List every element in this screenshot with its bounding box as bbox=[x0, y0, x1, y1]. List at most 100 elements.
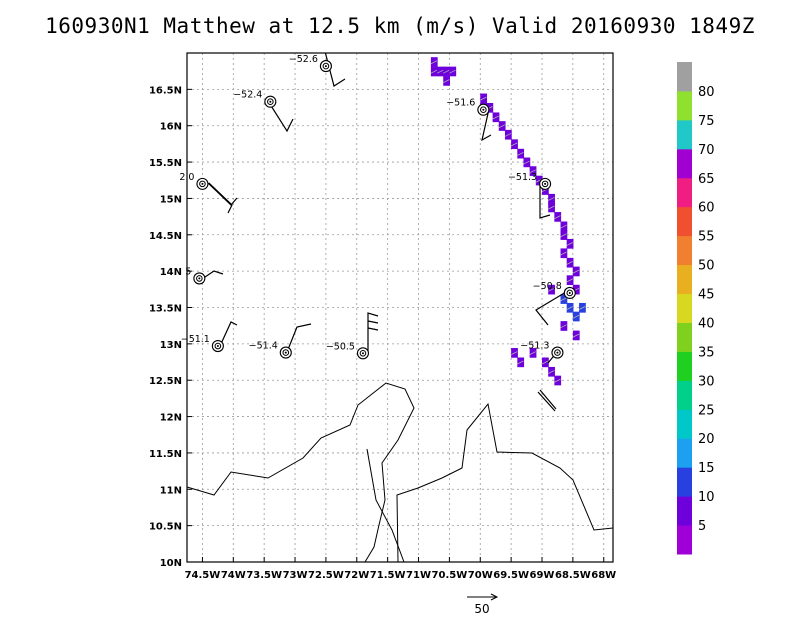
wind-vector bbox=[436, 69, 444, 74]
x-tick-label: 69.5W bbox=[493, 570, 529, 581]
station-label: −51.6 bbox=[446, 98, 475, 109]
y-tick-label: 14.5N bbox=[149, 231, 182, 242]
colorbar: 5 10 15 20 25 30 35 40 45 50 55 60 65 70 75 80 bbox=[677, 62, 715, 555]
wind-vector bbox=[560, 297, 567, 302]
station-dot bbox=[216, 345, 219, 348]
wind-vector bbox=[548, 287, 555, 292]
station-inner-ring bbox=[196, 275, 203, 282]
colorbar-tick-label: 70 bbox=[698, 143, 715, 158]
wind-vector bbox=[523, 160, 530, 165]
station-dot bbox=[568, 291, 571, 294]
colorbar-swatch bbox=[677, 467, 692, 497]
y-tick-label: 11.5N bbox=[149, 449, 182, 460]
wind-vector bbox=[498, 124, 506, 129]
wind-vector bbox=[560, 251, 567, 256]
station-label: −51.3 bbox=[508, 172, 537, 183]
colorbar-tick-label: 75 bbox=[698, 114, 715, 129]
station-dot bbox=[284, 351, 287, 354]
colorbar-tick-label: 55 bbox=[698, 230, 715, 245]
wind-vector bbox=[548, 197, 555, 201]
station-inner-ring bbox=[541, 180, 549, 188]
colorbar-swatch bbox=[677, 90, 692, 121]
station-inner-ring bbox=[214, 342, 222, 350]
chart-title: 160930N1 Matthew at 12.5 km (m/s) Valid … bbox=[45, 14, 755, 38]
x-tick-label: 68W bbox=[591, 570, 616, 581]
y-tick-label: 10.5N bbox=[149, 522, 182, 533]
wind-vector bbox=[529, 351, 536, 355]
colorbar-swatch bbox=[677, 119, 692, 150]
station-inner-ring bbox=[480, 106, 487, 114]
wind-vector bbox=[548, 370, 555, 374]
station-inner-ring bbox=[282, 349, 290, 356]
station-label: −50.8 bbox=[533, 281, 562, 292]
y-tick-label: 13.5N bbox=[149, 304, 182, 315]
wind-barb bbox=[201, 53, 567, 412]
colorbar-swatch bbox=[677, 322, 692, 352]
station-label: −52.6 bbox=[289, 54, 318, 65]
wind-vector bbox=[566, 306, 573, 310]
station-markers: −52.6−52.42.05−51.1−51.4 −50.5−51.6−51.3−… bbox=[179, 54, 576, 360]
wind-vector bbox=[517, 151, 524, 156]
grid-lines bbox=[187, 53, 613, 563]
y-tick-label: 12N bbox=[160, 413, 182, 424]
x-tick-label: 74.5W bbox=[185, 570, 221, 581]
wind-vector bbox=[430, 60, 438, 65]
y-tick-label: 16N bbox=[160, 122, 182, 133]
reference-vector: 50 bbox=[467, 593, 499, 616]
wind-vector bbox=[443, 79, 450, 83]
colorbar-tick-label: 20 bbox=[698, 432, 715, 447]
wind-vector bbox=[566, 261, 573, 265]
wind-vector bbox=[560, 233, 567, 238]
wind-vector bbox=[492, 115, 499, 120]
colorbar-tick-label: 30 bbox=[698, 374, 715, 389]
wind-vector bbox=[560, 224, 567, 229]
wind-vector bbox=[572, 269, 580, 274]
reference-vector-label: 50 bbox=[474, 602, 489, 616]
colorbar-swatch bbox=[677, 409, 692, 439]
colorbar-swatch bbox=[677, 148, 692, 179]
axis-ticks: 74.5W 74W 73.5W 73W 72.5W 72W 71.5W 71W 70.5W 70W… bbox=[149, 85, 616, 581]
wind-vector bbox=[554, 215, 561, 219]
y-tick-label: 15N bbox=[160, 194, 182, 205]
colorbar-tick-label: 80 bbox=[698, 85, 715, 100]
station-label: −51.4 bbox=[249, 341, 278, 352]
colorbar-tick-label: 45 bbox=[698, 288, 715, 303]
wind-vector bbox=[548, 205, 555, 210]
colorbar-tick-label: 35 bbox=[698, 345, 715, 360]
station-dot bbox=[269, 100, 272, 103]
station-inner-ring bbox=[566, 289, 574, 297]
colorbar-swatch bbox=[677, 293, 692, 323]
coastline-guajira bbox=[366, 448, 405, 562]
wind-vector bbox=[554, 378, 561, 383]
station-dot bbox=[482, 108, 485, 111]
colorbar-swatch bbox=[677, 264, 692, 295]
wind-vector bbox=[430, 69, 438, 74]
reference-arrowhead bbox=[490, 593, 499, 601]
x-tick-label: 69W bbox=[530, 570, 555, 581]
colorbar-tick-label: 5 bbox=[698, 519, 706, 534]
colorbar-swatch bbox=[677, 62, 692, 92]
colorbar-tick-label: 15 bbox=[698, 461, 715, 476]
x-tick-label: 70W bbox=[468, 570, 493, 581]
colorbar-swatch bbox=[677, 438, 692, 468]
colorbar-swatch bbox=[677, 351, 692, 381]
x-tick-label: 73W bbox=[283, 570, 308, 581]
y-tick-label: 15.5N bbox=[149, 158, 182, 169]
colorbar-tick-label: 65 bbox=[698, 172, 715, 187]
wind-vector bbox=[517, 360, 524, 365]
wind-vector bbox=[572, 314, 580, 319]
wind-vector bbox=[443, 69, 450, 74]
wind-vector bbox=[566, 278, 573, 283]
y-tick-label: 16.5N bbox=[149, 85, 182, 96]
colorbar-swatch bbox=[677, 525, 692, 555]
wind-vector bbox=[566, 242, 573, 246]
coastline-venezuela bbox=[396, 402, 613, 562]
station-inner-ring bbox=[322, 62, 330, 70]
x-tick-label: 74W bbox=[221, 570, 246, 581]
station-label: −51.1 bbox=[181, 334, 210, 345]
y-tick-label: 14N bbox=[160, 267, 182, 278]
y-tick-label: 10N bbox=[160, 558, 182, 569]
station-inner-ring bbox=[199, 180, 206, 188]
wind-vector bbox=[529, 169, 536, 174]
